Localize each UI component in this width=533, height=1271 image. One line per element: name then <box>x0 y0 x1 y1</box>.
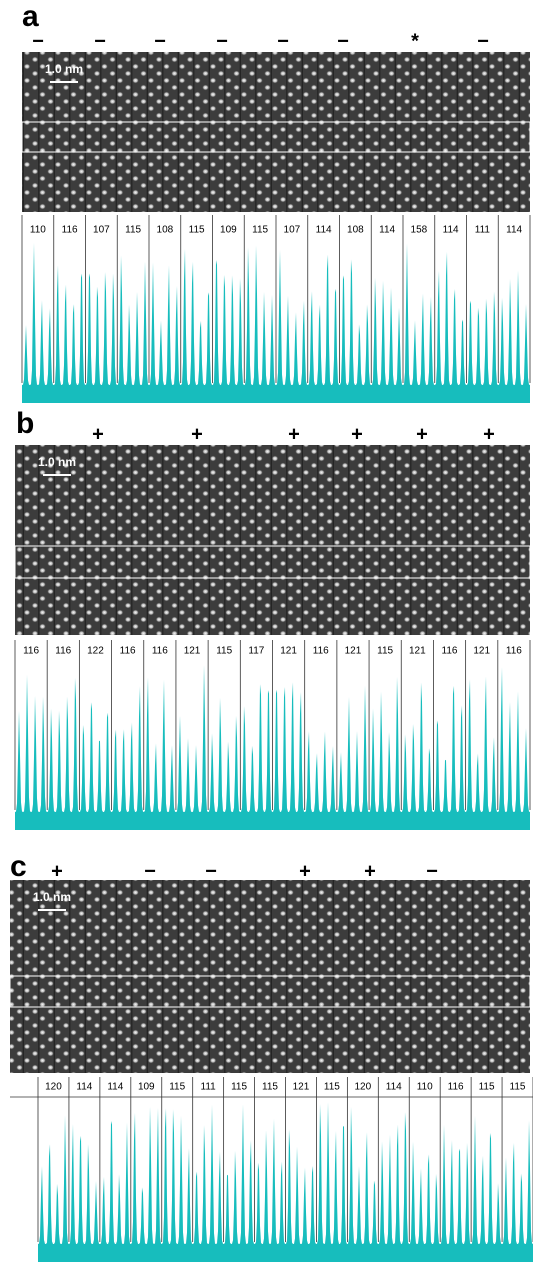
spacing-label: 116 <box>506 646 522 657</box>
sign: − <box>277 30 289 52</box>
spacing-label: 115 <box>216 646 232 657</box>
intensity-profile <box>38 1102 533 1262</box>
spacing-label: 115 <box>377 646 393 657</box>
spacing-label: 115 <box>231 1082 247 1093</box>
intensity-profile <box>15 665 530 830</box>
spacing-label: 115 <box>479 1082 495 1093</box>
spacing-label: 121 <box>280 646 297 657</box>
averaged-box <box>21 121 531 153</box>
spacing-label: 110 <box>30 225 46 236</box>
spacing-label: 115 <box>324 1082 340 1093</box>
panel-label: b <box>16 407 34 440</box>
spacing-label: 114 <box>443 225 459 236</box>
scale-bar-label: 1.0 nm <box>45 62 83 76</box>
tem-image <box>22 52 530 212</box>
spacing-label: 116 <box>448 1082 464 1093</box>
spacing-label: 121 <box>293 1082 310 1093</box>
spacing-label: 114 <box>107 1082 123 1093</box>
sign: + <box>351 423 363 445</box>
spacing-label: 158 <box>411 225 428 236</box>
sign: − <box>477 30 489 52</box>
tem-image <box>15 445 530 635</box>
spacing-label: 116 <box>313 646 329 657</box>
scale-bar-label: 1.0 nm <box>33 890 71 904</box>
sign: − <box>205 860 217 882</box>
sign: + <box>299 860 311 882</box>
intensity-profile <box>22 242 530 403</box>
spacing-label: 111 <box>201 1082 217 1093</box>
sign: + <box>483 423 495 445</box>
spacing-label: 114 <box>76 1082 92 1093</box>
spacing-label: 116 <box>152 646 168 657</box>
sign: − <box>154 30 166 52</box>
spacing-label: 116 <box>55 646 71 657</box>
spacing-label: 114 <box>316 225 332 236</box>
spacing-label: 116 <box>120 646 136 657</box>
spacing-label: 121 <box>184 646 201 657</box>
spacing-label: 108 <box>347 225 364 236</box>
panel-label: a <box>22 0 39 33</box>
spacing-label: 115 <box>262 1082 278 1093</box>
spacing-label: 115 <box>189 225 205 236</box>
scale-bar-label: 1.0 nm <box>38 455 76 469</box>
spacing-label: 121 <box>473 646 490 657</box>
sign: − <box>216 30 228 52</box>
spacing-label: 109 <box>220 225 237 236</box>
spacing-label: 121 <box>409 646 426 657</box>
spacing-label: 117 <box>248 646 264 657</box>
spacing-label: 116 <box>23 646 39 657</box>
spacing-label: 116 <box>62 225 78 236</box>
sign: * <box>411 30 419 52</box>
sign: + <box>92 423 104 445</box>
spacing-label: 116 <box>442 646 458 657</box>
spacing-label: 115 <box>125 225 141 236</box>
sign: − <box>337 30 349 52</box>
spacing-label: 107 <box>284 225 301 236</box>
sign: − <box>426 860 438 882</box>
sign: − <box>32 30 44 52</box>
spacing-label: 110 <box>417 1082 433 1093</box>
spacing-label: 114 <box>379 225 395 236</box>
spacing-label: 115 <box>169 1082 185 1093</box>
sign: + <box>416 423 428 445</box>
sign: + <box>288 423 300 445</box>
spacing-label: 120 <box>355 1082 372 1093</box>
spacing-label: 114 <box>386 1082 402 1093</box>
sign: + <box>191 423 203 445</box>
sign: + <box>364 860 376 882</box>
panel-label: c <box>10 850 27 883</box>
spacing-label: 107 <box>93 225 110 236</box>
averaged-box <box>9 975 531 1008</box>
spacing-label: 111 <box>475 225 491 236</box>
spacing-label: 115 <box>510 1082 526 1093</box>
spacing-label: 120 <box>45 1082 62 1093</box>
sign: + <box>51 860 63 882</box>
sign: − <box>144 860 156 882</box>
spacing-label: 122 <box>87 646 104 657</box>
spacing-label: 114 <box>506 225 522 236</box>
averaged-box <box>14 545 531 579</box>
spacing-label: 109 <box>138 1082 155 1093</box>
spacing-label: 108 <box>157 225 174 236</box>
spacing-label: 115 <box>252 225 268 236</box>
sign: − <box>94 30 106 52</box>
spacing-label: 121 <box>345 646 362 657</box>
